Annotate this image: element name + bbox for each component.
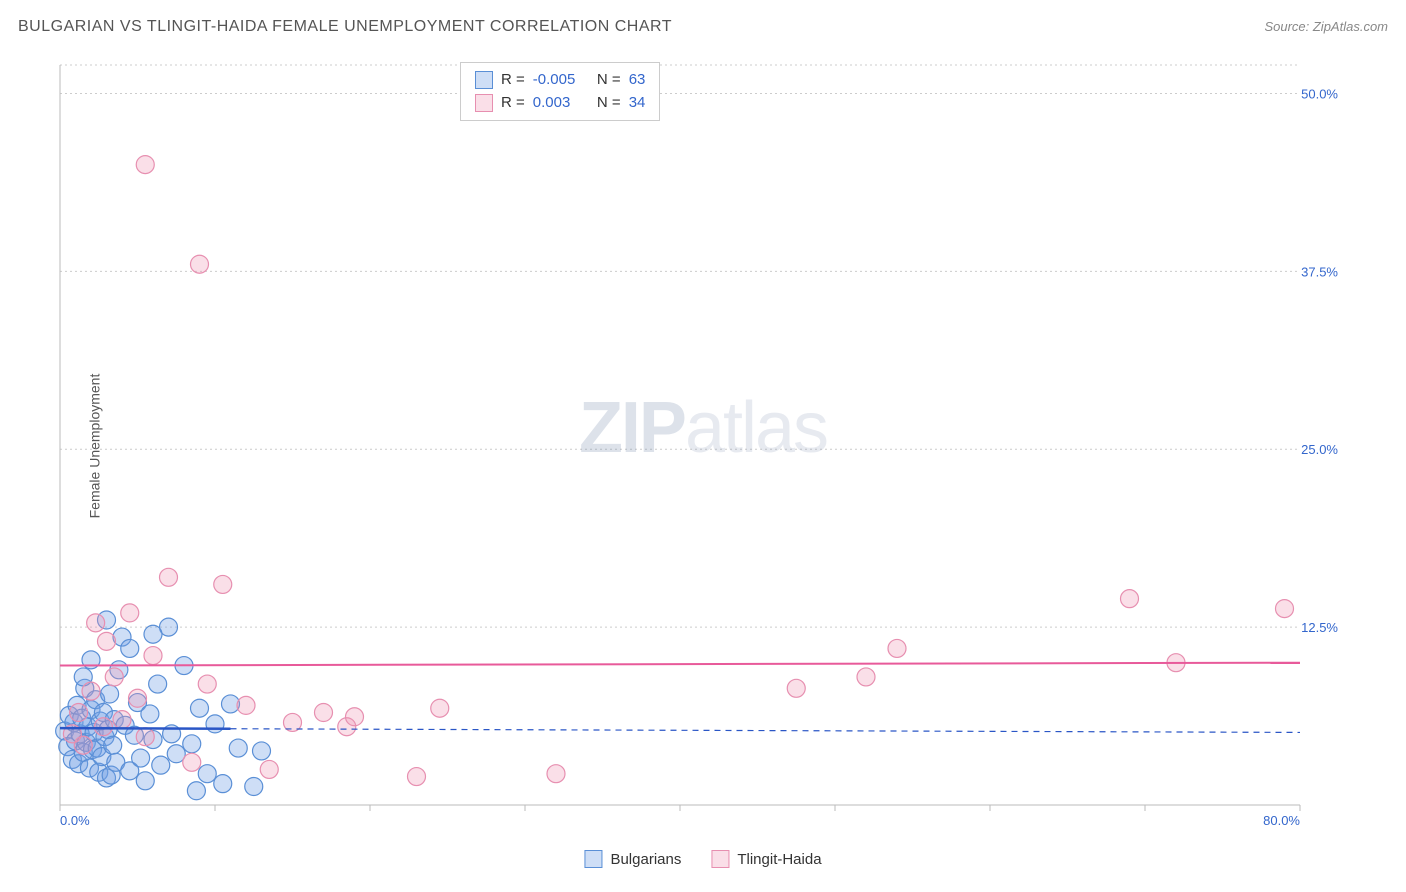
legend-item: Tlingit-Haida bbox=[711, 850, 821, 868]
stats-legend-row: R = -0.005 N = 63 bbox=[475, 69, 645, 92]
data-point bbox=[1276, 600, 1294, 618]
chart-title: BULGARIAN VS TLINGIT-HAIDA FEMALE UNEMPL… bbox=[18, 18, 672, 36]
data-point bbox=[431, 699, 449, 717]
trend-line-solid bbox=[60, 663, 1300, 666]
data-point bbox=[346, 708, 364, 726]
legend-label: Tlingit-Haida bbox=[737, 851, 821, 868]
data-point bbox=[857, 668, 875, 686]
y-tick-label: 12.5% bbox=[1301, 620, 1338, 635]
bottom-legend: Bulgarians Tlingit-Haida bbox=[584, 850, 821, 868]
legend-swatch bbox=[475, 71, 493, 89]
y-tick-label: 37.5% bbox=[1301, 264, 1338, 279]
x-tick-label: 80.0% bbox=[1263, 813, 1300, 825]
data-point bbox=[260, 760, 278, 778]
data-point bbox=[198, 765, 216, 783]
r-label: R = bbox=[501, 69, 525, 92]
legend-label: Bulgarians bbox=[610, 851, 681, 868]
data-point bbox=[121, 639, 139, 657]
data-point bbox=[136, 156, 154, 174]
data-point bbox=[315, 704, 333, 722]
n-value: 34 bbox=[629, 92, 646, 115]
stats-legend-row: R = 0.003 N = 34 bbox=[475, 92, 645, 115]
data-point bbox=[245, 778, 263, 796]
legend-swatch bbox=[711, 850, 729, 868]
data-point bbox=[141, 705, 159, 723]
data-point bbox=[888, 639, 906, 657]
data-point bbox=[183, 735, 201, 753]
x-tick-label: 0.0% bbox=[60, 813, 90, 825]
legend-swatch bbox=[475, 94, 493, 112]
data-point bbox=[105, 668, 123, 686]
data-point bbox=[229, 739, 247, 757]
data-point bbox=[198, 675, 216, 693]
scatter-plot: 12.5% 25.0% 37.5% 50.0% 0.0% 80.0% bbox=[50, 55, 1340, 825]
data-point bbox=[237, 696, 255, 714]
data-point bbox=[787, 679, 805, 697]
data-point bbox=[121, 604, 139, 622]
data-point bbox=[160, 568, 178, 586]
stats-legend: R = -0.005 N = 63 R = 0.003 N = 34 bbox=[460, 62, 660, 121]
y-tick-label: 25.0% bbox=[1301, 442, 1338, 457]
trend-line-dashed bbox=[231, 729, 1301, 733]
chart-svg: 12.5% 25.0% 37.5% 50.0% 0.0% 80.0% bbox=[50, 55, 1340, 825]
data-point bbox=[183, 753, 201, 771]
data-point bbox=[101, 685, 119, 703]
data-point bbox=[144, 647, 162, 665]
data-point bbox=[191, 255, 209, 273]
legend-item: Bulgarians bbox=[584, 850, 681, 868]
data-point bbox=[136, 772, 154, 790]
trend-line-solid bbox=[60, 728, 231, 729]
source-attribution: Source: ZipAtlas.com bbox=[1264, 19, 1388, 34]
y-tick-label: 50.0% bbox=[1301, 86, 1338, 101]
data-point bbox=[82, 682, 100, 700]
data-point bbox=[191, 699, 209, 717]
r-value: 0.003 bbox=[533, 92, 585, 115]
data-point bbox=[187, 782, 205, 800]
data-point bbox=[104, 736, 122, 754]
n-label: N = bbox=[593, 92, 621, 115]
r-label: R = bbox=[501, 92, 525, 115]
data-point bbox=[113, 711, 131, 729]
data-point bbox=[87, 614, 105, 632]
data-point bbox=[547, 765, 565, 783]
data-point bbox=[136, 728, 154, 746]
data-point bbox=[70, 704, 88, 722]
data-point bbox=[129, 689, 147, 707]
legend-swatch bbox=[584, 850, 602, 868]
r-value: -0.005 bbox=[533, 69, 585, 92]
n-label: N = bbox=[593, 69, 621, 92]
data-point bbox=[74, 736, 92, 754]
data-point bbox=[149, 675, 167, 693]
data-point bbox=[1121, 590, 1139, 608]
data-point bbox=[408, 768, 426, 786]
data-point bbox=[144, 625, 162, 643]
data-point bbox=[206, 715, 224, 733]
data-point bbox=[98, 632, 116, 650]
data-point bbox=[253, 742, 271, 760]
data-point bbox=[132, 749, 150, 767]
data-point bbox=[214, 775, 232, 793]
data-point bbox=[94, 718, 112, 736]
data-point bbox=[152, 756, 170, 774]
n-value: 63 bbox=[629, 69, 646, 92]
data-point bbox=[214, 575, 232, 593]
